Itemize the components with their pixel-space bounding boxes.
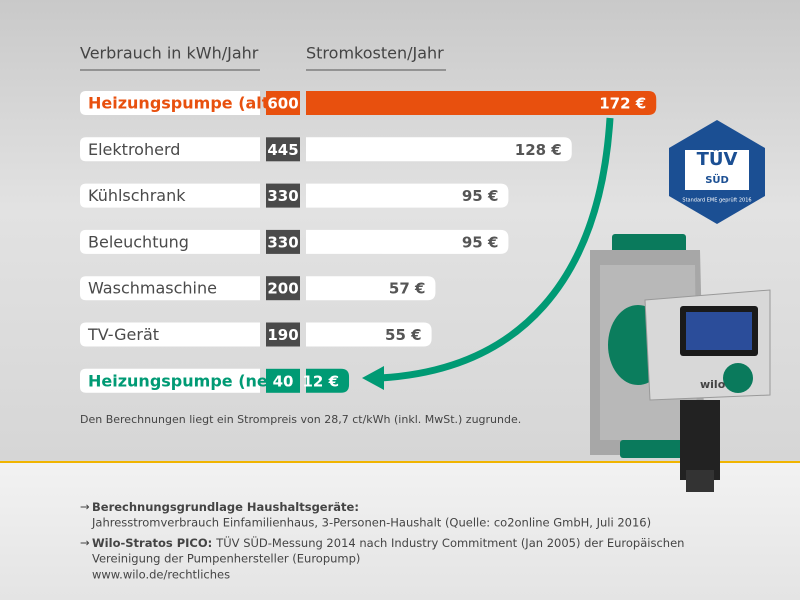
category-label: Kühlschrank: [88, 186, 186, 205]
cost-label: 55 €: [385, 326, 422, 344]
kwh-box: [266, 137, 300, 162]
label-box: [80, 368, 260, 393]
note-line: Jahresstromverbrauch Einfamilienhaus, 3-…: [91, 516, 651, 530]
column-header: Verbrauch in kWh/Jahr: [80, 44, 259, 63]
cost-label: 95 €: [462, 233, 499, 251]
kwh-label: 600: [267, 95, 298, 113]
kwh-label: 330: [267, 187, 298, 205]
cost-bar: [306, 229, 509, 254]
note-heading: Berechnungsgrundlage Haushaltsgeräte:: [92, 500, 359, 514]
label-box: [80, 91, 260, 115]
brand: wilo: [700, 378, 726, 391]
cost-label: 128 €: [515, 141, 562, 159]
kwh-box: [266, 229, 300, 254]
kwh-box: [266, 322, 300, 347]
divider: [0, 461, 800, 463]
category-label: Waschmaschine: [88, 279, 217, 298]
badge-title: TÜV: [697, 148, 738, 170]
kwh-label: 330: [267, 233, 298, 251]
label-box: [80, 229, 260, 254]
category-label: Elektroherd: [88, 140, 180, 159]
kwh-box: [266, 276, 300, 301]
badge-caption: Standard EME geprüft 2016: [682, 198, 751, 204]
label-box: [80, 183, 260, 208]
label-box: [80, 276, 260, 301]
category-label: Heizungspumpe (alt): [88, 94, 277, 113]
arrow-head: [362, 366, 384, 390]
kwh-box: [266, 183, 300, 208]
cost-label: 57 €: [389, 280, 426, 298]
cost-label: 95 €: [462, 187, 499, 205]
cost-bar: [306, 368, 350, 393]
note-line: www.wilo.de/rechtliches: [92, 568, 230, 582]
note-heading-line: Wilo-Stratos PICO: TÜV SÜD-Messung 2014 n…: [92, 534, 684, 550]
category-label: Heizungspumpe (neu): [88, 371, 286, 390]
category-label: Beleuchtung: [88, 232, 189, 251]
category-label: TV-Gerät: [87, 325, 159, 344]
kwh-label: 200: [267, 280, 298, 298]
note-line: Vereinigung der Pumpenhersteller (Europu…: [92, 552, 360, 566]
arrow: [379, 117, 614, 382]
footnote: Den Berechnungen liegt ein Strompreis vo…: [80, 413, 521, 426]
kwh-label: 40: [273, 372, 294, 390]
note-text: TÜV SÜD-Messung 2014 nach Industry Commi…: [215, 534, 684, 550]
kwh-box: [266, 91, 300, 115]
cost-label: 12 €: [302, 372, 339, 390]
kwh-label: 190: [267, 326, 298, 344]
cost-bar: [306, 91, 657, 115]
column-header: Stromkosten/Jahr: [306, 44, 444, 63]
kwh-label: 445: [267, 141, 298, 159]
background-lower: [0, 462, 800, 600]
pump-illustration: [590, 234, 771, 492]
cost-bar: [306, 276, 436, 301]
note-marker: →: [80, 500, 90, 514]
note-marker: →: [80, 536, 90, 550]
badge-subtitle: SÜD: [705, 172, 729, 186]
label-box: [80, 137, 260, 162]
label-box: [80, 322, 260, 347]
note-heading-line: Berechnungsgrundlage Haushaltsgeräte:: [92, 500, 359, 514]
kwh-box: [266, 368, 300, 393]
badge: [669, 120, 765, 224]
note-heading: Wilo-Stratos PICO:: [92, 536, 212, 550]
cost-bar: [306, 183, 509, 208]
cost-label: 172 €: [599, 95, 646, 113]
cost-bar: [306, 137, 572, 162]
cost-bar: [306, 322, 432, 347]
